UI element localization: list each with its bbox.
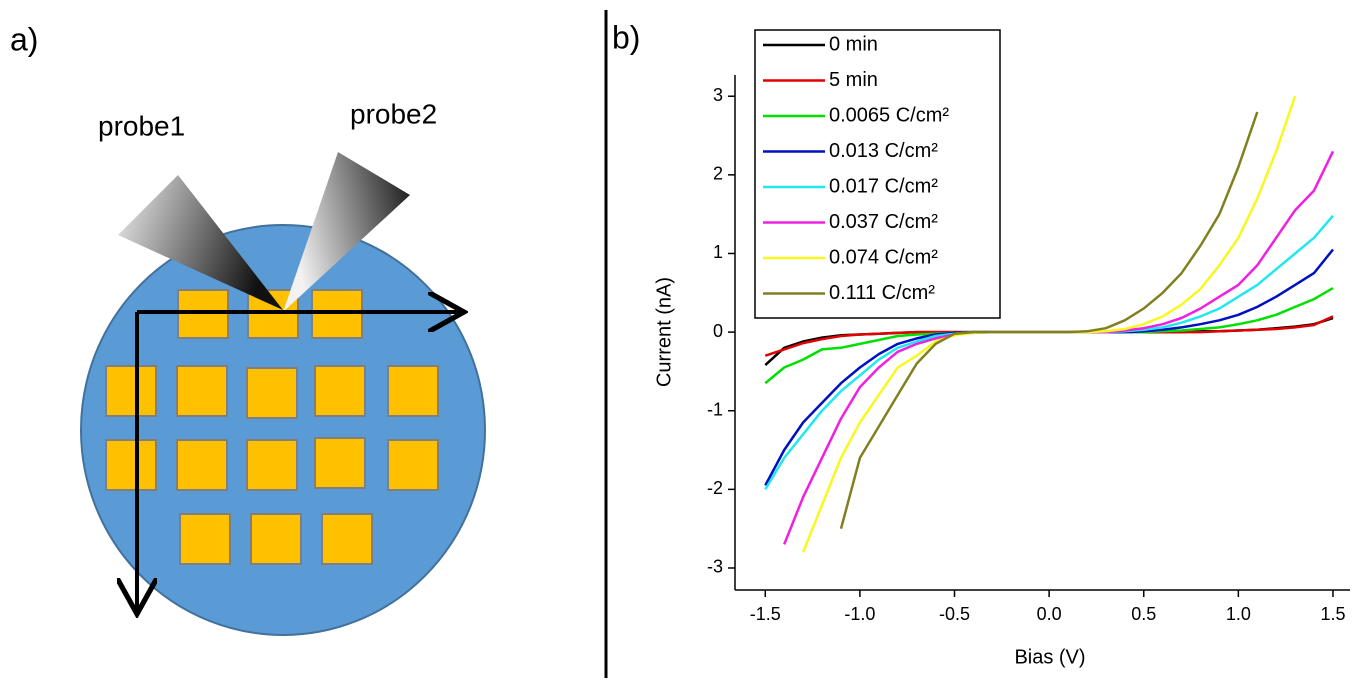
probe-tip (283, 152, 410, 312)
x-tick-label: -1.5 (750, 604, 781, 624)
y-tick-label: 2 (713, 164, 723, 184)
y-axis-label: Current (nA) (653, 277, 675, 387)
wafer (80, 224, 486, 636)
x-tick-label: 0.0 (1037, 604, 1062, 624)
plot: Bias (V) Current (nA) (653, 75, 1350, 668)
y-tick-label: -2 (707, 478, 723, 498)
x-tick-label: 1.0 (1226, 604, 1251, 624)
legend-label: 0.074 C/cm² (829, 246, 938, 268)
x-tick-label: -1.0 (844, 604, 875, 624)
panel-label: a) (10, 21, 38, 57)
probe-label: probe1 (98, 110, 185, 141)
x-axis-label: Bias (V) (1014, 646, 1085, 668)
legend-label: 0.0065 C/cm² (829, 104, 949, 126)
y-tick-label: 3 (713, 85, 723, 105)
y-tick-label: 1 (713, 242, 723, 262)
legend-label: 5 min (829, 69, 878, 91)
probe-tip (118, 175, 283, 310)
legend-label: 0.037 C/cm² (829, 211, 938, 233)
y-tick-label: 0 (713, 321, 723, 341)
legend-label: 0.013 C/cm² (829, 140, 938, 162)
y-tick-label: -3 (707, 557, 723, 577)
legend-label: 0.017 C/cm² (829, 175, 938, 197)
probe-label: probe2 (350, 98, 437, 129)
wafer-diagram: probe1 probe2 (80, 98, 486, 636)
series-line (839, 111, 1259, 530)
x-tick-label: 1.5 (1320, 604, 1345, 624)
legend-box (754, 29, 1001, 319)
x-tick-label: 0.5 (1131, 604, 1156, 624)
panel-label: b) (612, 19, 640, 55)
y-tick-label: -1 (707, 399, 723, 419)
legend-label: 0 min (829, 33, 878, 55)
x-tick-label: -0.5 (939, 604, 970, 624)
legend-label: 0.111 C/cm² (829, 282, 935, 304)
series-line (764, 316, 1334, 367)
series-group (764, 95, 1335, 553)
